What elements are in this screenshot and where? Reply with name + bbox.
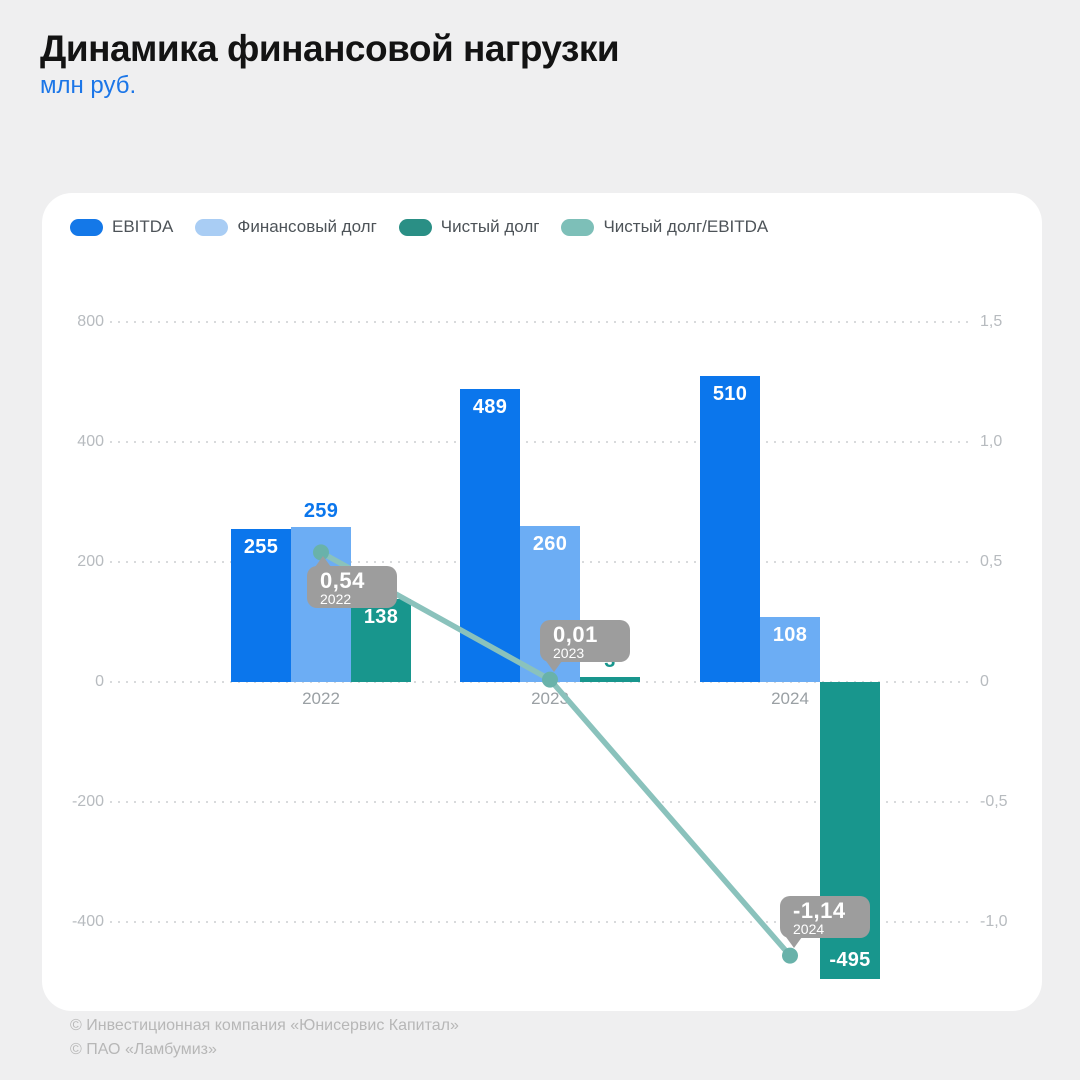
bar-EBITDA-2022 xyxy=(231,529,291,682)
footer-credit-line-2: © ПАО «Ламбумиз» xyxy=(70,1041,217,1058)
y-axis-tick-left: 200 xyxy=(77,553,104,570)
y-axis-tick-left: 800 xyxy=(77,313,104,330)
legend-item: Чистый долг/EBITDA xyxy=(561,217,768,237)
y-axis-tick-right: 0,5 xyxy=(980,553,1003,570)
legend-item: EBITDA xyxy=(70,217,173,237)
gridline xyxy=(110,321,969,323)
tooltip-year: 2022 xyxy=(320,591,352,608)
tooltip-pointer-icon xyxy=(315,556,331,568)
y-axis-tick-right: 0 xyxy=(980,673,989,690)
y-axis-tick-right: 1,0 xyxy=(980,433,1003,450)
y-axis-tick-left: -400 xyxy=(71,913,104,930)
bar-value-label: 489 xyxy=(472,395,508,418)
bar-value-label: 260 xyxy=(532,533,568,555)
page-title: Динамика финансовой нагрузки xyxy=(40,28,620,69)
bar-value-label: 108 xyxy=(772,624,808,647)
bar-value-label: 255 xyxy=(243,536,279,558)
chart-plot-area: 800 1,5 400 1,0 200 0,5 0 0 -200 -0,5 -400 -1,0 255 4… xyxy=(42,193,1042,1011)
y-axis-tick-right: -1,0 xyxy=(980,913,1008,930)
chart-header: Динамика финансовой нагрузки млн руб. xyxy=(40,28,620,100)
ratio-tooltip-2023: 0,01 2023 xyxy=(540,619,630,672)
legend-label: Чистый долг xyxy=(440,217,540,236)
y-axis-tick-left: -200 xyxy=(71,793,104,810)
tooltip-value: 0,54 xyxy=(320,568,365,594)
y-axis-tick-right: -0,5 xyxy=(980,793,1008,810)
legend-item: Финансовый долг xyxy=(195,217,377,237)
tooltip-pointer-icon xyxy=(546,660,562,672)
legend-item: Чистый долг xyxy=(398,217,540,237)
legend: EBITDA Финансовый долг Чистый долг Чистый д… xyxy=(70,217,768,237)
bar-Чистый долг-2023 xyxy=(580,677,640,682)
bar-value-label: 510 xyxy=(712,383,748,405)
x-axis-label: 2022 xyxy=(302,689,340,708)
tooltip-value: 0,01 xyxy=(553,621,598,647)
tooltip-value: -1,14 xyxy=(793,897,846,923)
gridline xyxy=(110,441,969,443)
legend-swatch xyxy=(398,218,432,236)
tooltip-pointer-icon xyxy=(786,936,802,948)
bar-value-label: 259 xyxy=(303,499,339,522)
tooltip-year: 2023 xyxy=(553,644,585,661)
bar-value-label: 138 xyxy=(363,606,399,629)
legend-label: Финансовый долг xyxy=(237,217,377,236)
legend-label: EBITDA xyxy=(112,217,174,236)
bar-value-label: -495 xyxy=(829,949,871,971)
y-axis-tick-right: 1,5 xyxy=(980,313,1003,330)
chart-card: EBITDA Финансовый долг Чистый долг Чистый д… xyxy=(42,193,1042,1011)
x-axis-label: 2023 xyxy=(531,689,569,708)
page-subtitle: млн руб. xyxy=(40,72,137,99)
footer-credit-line-1: © Инвестиционная компания «Юнисервис Кап… xyxy=(70,1017,459,1034)
legend-swatch xyxy=(70,218,103,236)
ratio-tooltip-2024: -1,14 2024 xyxy=(780,895,870,948)
tooltip-year: 2024 xyxy=(793,920,825,937)
legend-swatch xyxy=(561,218,595,236)
legend-label: Чистый долг/EBITDA xyxy=(603,217,769,236)
y-axis-tick-left: 0 xyxy=(95,673,104,690)
footer: © Инвестиционная компания «Юнисервис Кап… xyxy=(70,1014,459,1062)
line-point-2024 xyxy=(782,947,798,964)
ratio-tooltip-2022: 0,54 2022 xyxy=(307,556,397,609)
y-axis-tick-left: 400 xyxy=(77,433,104,450)
legend-swatch xyxy=(195,218,229,236)
